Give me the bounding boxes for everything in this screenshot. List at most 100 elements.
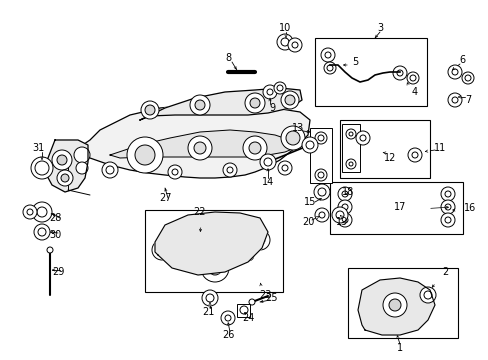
Bar (145, 210, 283, 292)
Polygon shape (155, 212, 267, 275)
Circle shape (74, 147, 90, 163)
Text: 13: 13 (291, 123, 304, 133)
Text: 15: 15 (303, 197, 316, 207)
Circle shape (276, 34, 292, 50)
Text: 12: 12 (383, 153, 395, 163)
Circle shape (281, 126, 305, 150)
Bar (309, 128, 331, 183)
Polygon shape (110, 130, 294, 158)
Text: 19: 19 (335, 217, 347, 227)
Circle shape (187, 136, 212, 160)
Circle shape (223, 163, 237, 177)
Text: 18: 18 (341, 187, 353, 197)
Circle shape (285, 95, 294, 105)
Text: 25: 25 (265, 293, 278, 303)
Circle shape (440, 187, 454, 201)
Circle shape (34, 224, 50, 240)
Circle shape (278, 161, 291, 175)
Circle shape (190, 95, 209, 115)
Circle shape (346, 159, 355, 169)
Circle shape (392, 66, 406, 80)
Text: 11: 11 (433, 143, 445, 153)
Circle shape (35, 161, 49, 175)
Circle shape (281, 91, 298, 109)
Circle shape (127, 137, 163, 173)
Text: 26: 26 (222, 330, 234, 340)
Circle shape (221, 311, 235, 325)
Text: 22: 22 (193, 207, 206, 217)
Bar (314, 38, 426, 106)
Circle shape (302, 137, 317, 153)
Text: 23: 23 (258, 290, 271, 300)
Circle shape (31, 157, 53, 179)
Circle shape (47, 247, 53, 253)
Text: 6: 6 (458, 55, 464, 65)
Text: 20: 20 (301, 217, 314, 227)
Text: 28: 28 (49, 213, 61, 223)
Circle shape (260, 154, 275, 170)
Circle shape (314, 132, 326, 144)
Circle shape (195, 100, 204, 110)
Circle shape (461, 72, 473, 84)
Circle shape (447, 65, 461, 79)
Polygon shape (68, 103, 309, 178)
Circle shape (76, 162, 88, 174)
Text: 29: 29 (52, 267, 64, 277)
Bar (347, 268, 457, 338)
Text: 24: 24 (242, 313, 254, 323)
Circle shape (52, 150, 72, 170)
Circle shape (202, 290, 218, 306)
Circle shape (447, 93, 461, 107)
Text: 30: 30 (49, 230, 61, 240)
Circle shape (282, 165, 287, 171)
Text: 9: 9 (268, 103, 274, 113)
Text: 31: 31 (32, 143, 44, 153)
Circle shape (313, 184, 329, 200)
Circle shape (32, 202, 52, 222)
Circle shape (337, 200, 351, 214)
Text: 14: 14 (262, 177, 274, 187)
Circle shape (61, 174, 69, 182)
Circle shape (407, 148, 421, 162)
Circle shape (145, 105, 155, 115)
Text: 7: 7 (464, 95, 470, 105)
Circle shape (102, 162, 118, 178)
Circle shape (135, 145, 155, 165)
Polygon shape (357, 278, 434, 335)
Text: 8: 8 (224, 53, 231, 63)
Circle shape (346, 129, 355, 139)
Text: 21: 21 (202, 307, 214, 317)
Circle shape (314, 208, 328, 222)
Text: 3: 3 (376, 23, 382, 33)
Circle shape (440, 213, 454, 227)
Bar (329, 182, 462, 234)
Circle shape (285, 131, 299, 145)
Circle shape (248, 142, 261, 154)
Bar (341, 124, 359, 172)
Circle shape (419, 287, 435, 303)
Bar (237, 304, 249, 317)
Circle shape (273, 82, 285, 94)
Circle shape (168, 165, 182, 179)
Circle shape (263, 85, 276, 99)
Circle shape (201, 254, 228, 282)
Text: 10: 10 (278, 23, 290, 33)
Circle shape (337, 213, 351, 227)
Circle shape (23, 205, 37, 219)
Circle shape (57, 155, 67, 165)
Circle shape (226, 167, 232, 173)
Circle shape (314, 169, 326, 181)
Circle shape (152, 240, 172, 260)
Circle shape (382, 293, 406, 317)
Circle shape (249, 98, 260, 108)
Polygon shape (45, 140, 88, 192)
Circle shape (57, 170, 73, 186)
Text: 4: 4 (411, 87, 417, 97)
Circle shape (287, 38, 302, 52)
Circle shape (440, 200, 454, 214)
Polygon shape (140, 88, 302, 120)
Circle shape (254, 235, 264, 245)
Text: 1: 1 (396, 343, 402, 353)
Circle shape (249, 230, 269, 250)
Circle shape (248, 299, 254, 305)
